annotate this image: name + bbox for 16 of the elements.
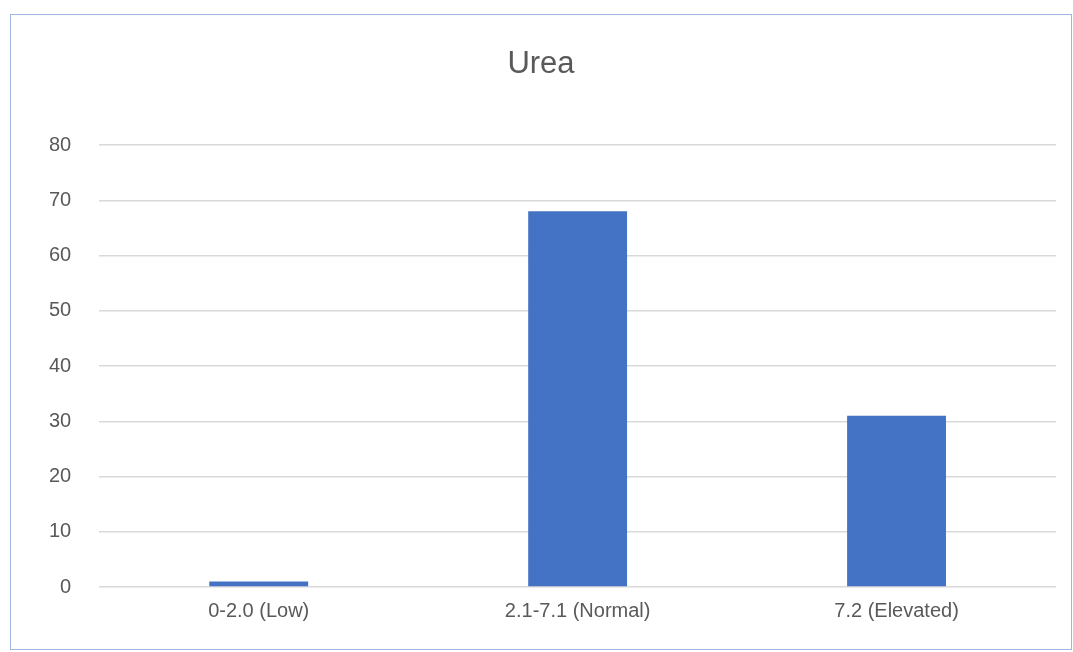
x-tick-label: 2.1-7.1 (Normal)	[504, 598, 651, 621]
y-tick-label: 60	[49, 243, 72, 266]
x-tick-label: 7.2 (Elevated)	[834, 598, 959, 621]
bar	[209, 581, 309, 587]
y-tick-label: 40	[49, 353, 72, 376]
y-tick-label: 30	[49, 408, 72, 431]
y-tick-label: 10	[49, 519, 72, 542]
bar	[847, 415, 946, 587]
y-tick-label: 20	[49, 464, 72, 487]
y-tick-label: 0	[60, 574, 72, 597]
y-tick-label: 50	[49, 298, 72, 321]
y-tick-label: 80	[49, 132, 72, 155]
bar	[528, 211, 628, 587]
x-tick-label: 0-2.0 (Low)	[208, 598, 310, 621]
y-tick-label: 70	[49, 187, 72, 210]
chart-title: Urea	[506, 45, 576, 81]
